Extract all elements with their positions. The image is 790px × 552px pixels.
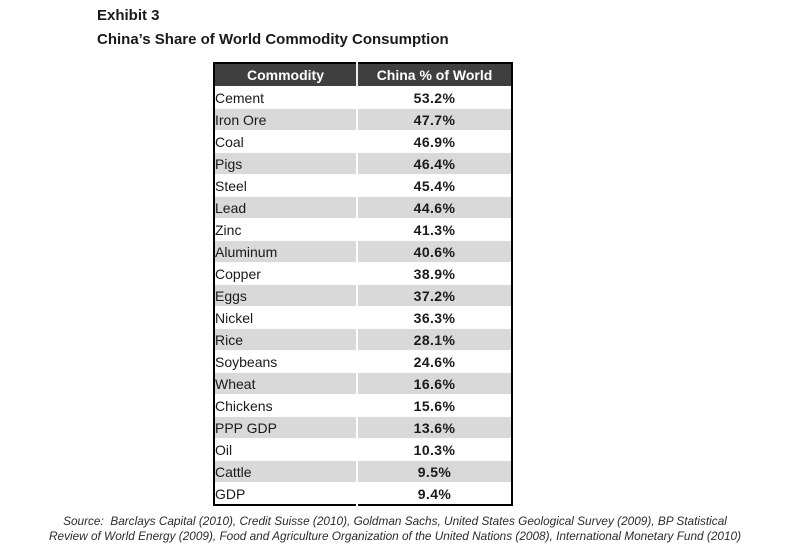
commodity-cell: Pigs (214, 152, 357, 175)
commodity-cell: Eggs (214, 284, 357, 307)
commodity-cell: PPP GDP (214, 416, 357, 439)
title-block: Exhibit 3 China’s Share of World Commodi… (97, 4, 449, 52)
commodity-cell: Nickel (214, 306, 357, 329)
table-row: Coal 46.9% (214, 130, 512, 153)
table-row: Oil 10.3% (214, 438, 512, 461)
commodity-cell: Iron Ore (214, 108, 357, 131)
table-row: Eggs 37.2% (214, 284, 512, 307)
source-note: Source: Barclays Capital (2010), Credit … (0, 514, 790, 544)
table-row: Cement 53.2% (214, 86, 512, 109)
table-header-row: Commodity China % of World (214, 63, 512, 87)
value-cell: 24.6% (356, 350, 512, 373)
value-cell: 9.4% (356, 482, 512, 505)
page-title: China’s Share of World Commodity Consump… (97, 31, 449, 48)
value-cell: 28.1% (356, 328, 512, 351)
value-cell: 15.6% (356, 394, 512, 417)
commodity-cell: Coal (214, 130, 357, 153)
table-row: Zinc 41.3% (214, 218, 512, 241)
value-cell: 38.9% (356, 262, 512, 285)
value-cell: 13.6% (356, 416, 512, 439)
value-cell: 44.6% (356, 196, 512, 219)
table-row: Chickens 15.6% (214, 394, 512, 417)
source-line-2: Review of World Energy (2009), Food and … (48, 529, 741, 543)
exhibit-label: Exhibit 3 (97, 7, 160, 24)
table-row: Steel 45.4% (214, 174, 512, 197)
value-cell: 47.7% (356, 108, 512, 131)
value-cell: 36.3% (356, 306, 512, 329)
commodity-table: Commodity China % of World Cement 53.2% … (213, 62, 513, 506)
table-row: Rice 28.1% (214, 328, 512, 351)
value-cell: 46.4% (356, 152, 512, 175)
table-row: Cattle 9.5% (214, 460, 512, 483)
commodity-cell: Cattle (214, 460, 357, 483)
table-row: Iron Ore 47.7% (214, 108, 512, 131)
value-cell: 40.6% (356, 240, 512, 263)
commodity-cell: Aluminum (214, 240, 357, 263)
value-cell: 37.2% (356, 284, 512, 307)
source-line-1: Source: Barclays Capital (2010), Credit … (63, 514, 727, 528)
commodity-cell: Steel (214, 174, 357, 197)
table-row: Lead 44.6% (214, 196, 512, 219)
table-row: GDP 9.4% (214, 482, 512, 505)
value-cell: 10.3% (356, 438, 512, 461)
commodity-cell: Chickens (214, 394, 357, 417)
table-head: Commodity China % of World (214, 63, 512, 87)
table-row: Copper 38.9% (214, 262, 512, 285)
table-row: Soybeans 24.6% (214, 350, 512, 373)
commodity-cell: Rice (214, 328, 357, 351)
commodity-cell: Lead (214, 196, 357, 219)
value-cell: 16.6% (356, 372, 512, 395)
commodity-cell: Wheat (214, 372, 357, 395)
commodity-cell: Cement (214, 86, 357, 109)
value-cell: 9.5% (356, 460, 512, 483)
commodity-cell: Soybeans (214, 350, 357, 373)
value-cell: 45.4% (356, 174, 512, 197)
commodity-cell: Oil (214, 438, 357, 461)
value-cell: 46.9% (356, 130, 512, 153)
column-header-china-share: China % of World (356, 63, 512, 87)
commodity-cell: Zinc (214, 218, 357, 241)
commodity-cell: GDP (214, 482, 357, 505)
value-cell: 53.2% (356, 86, 512, 109)
table-row: Aluminum 40.6% (214, 240, 512, 263)
table-body: Cement 53.2% Iron Ore 47.7% Coal 46.9% P… (214, 86, 512, 505)
commodity-cell: Copper (214, 262, 357, 285)
column-header-commodity: Commodity (214, 63, 357, 87)
table-row: Pigs 46.4% (214, 152, 512, 175)
table-row: Nickel 36.3% (214, 306, 512, 329)
table-row: Wheat 16.6% (214, 372, 512, 395)
value-cell: 41.3% (356, 218, 512, 241)
table-row: PPP GDP 13.6% (214, 416, 512, 439)
